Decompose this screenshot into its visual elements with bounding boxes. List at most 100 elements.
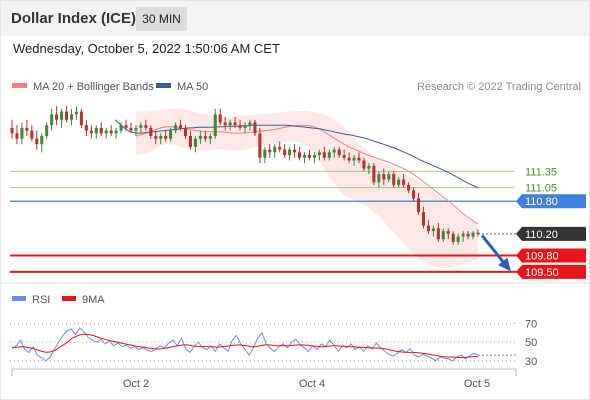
- candle-body: [69, 114, 74, 120]
- candle-body: [426, 225, 430, 232]
- candle: [119, 122, 123, 134]
- candle: [74, 106, 78, 120]
- price-tag-111.05: 111.05: [525, 183, 557, 195]
- candle-body: [327, 152, 331, 158]
- candle-body: [20, 127, 24, 139]
- candle-body: [159, 136, 163, 139]
- price-tag-110.20: 110.20: [516, 226, 586, 241]
- candle-body: [104, 130, 108, 134]
- candle: [193, 136, 197, 153]
- candle: [322, 146, 326, 161]
- candle-body: [312, 155, 316, 158]
- candle-body: [79, 111, 83, 126]
- candle-body: [392, 174, 396, 185]
- forecast-arrow-head: [498, 257, 511, 272]
- candle: [30, 125, 34, 142]
- candle: [471, 231, 475, 240]
- candle-body: [233, 122, 237, 126]
- candle-body: [35, 138, 39, 145]
- candle: [312, 152, 316, 164]
- candle-body: [203, 136, 207, 139]
- timeframe-badge[interactable]: 30 MIN: [136, 7, 187, 31]
- candle: [456, 233, 460, 245]
- candle-body: [188, 136, 193, 147]
- candle-body: [461, 233, 465, 237]
- legend-label-0: MA 20 + Bollinger Bands: [33, 81, 154, 93]
- candle-body: [183, 127, 188, 137]
- candle-body: [223, 122, 227, 126]
- candle: [134, 125, 138, 137]
- candle: [164, 130, 168, 142]
- candle-body: [238, 125, 242, 128]
- price-tag-box: [516, 194, 586, 209]
- candle: [154, 130, 158, 145]
- candle-body: [164, 136, 168, 139]
- candle-body: [15, 133, 19, 139]
- candle: [99, 122, 103, 137]
- candle: [223, 117, 227, 131]
- candle: [15, 125, 19, 145]
- candle: [317, 149, 321, 161]
- candle-body: [476, 232, 480, 234]
- candle-body: [288, 149, 292, 156]
- price-tag-text: 109.50: [525, 267, 559, 279]
- candle: [20, 122, 24, 145]
- ma20-line: [135, 124, 479, 225]
- candle: [203, 130, 207, 142]
- candle-body: [322, 152, 326, 158]
- candle: [79, 108, 83, 128]
- rsi-line: [11, 327, 479, 362]
- candle-body: [218, 114, 222, 123]
- x-tick-1: Oct 4: [299, 378, 325, 390]
- candle-body: [397, 179, 401, 185]
- candle: [273, 144, 277, 158]
- candle-body: [124, 125, 128, 128]
- candle: [40, 133, 44, 153]
- datetime-label: Wednesday, October 5, 2022 1:50:06 AM CE…: [13, 41, 280, 56]
- copyright-text: Research © 2022 Trading Central: [417, 81, 581, 93]
- price-tag-text: 110.80: [525, 196, 558, 208]
- rsi-ma-line: [11, 333, 478, 358]
- candle: [263, 146, 267, 164]
- candle-body: [144, 125, 148, 128]
- candle-body: [169, 130, 173, 139]
- candle-body: [446, 231, 450, 234]
- candle-body: [372, 165, 376, 183]
- candle: [174, 122, 178, 134]
- candle-body: [179, 125, 183, 128]
- candle: [402, 174, 406, 188]
- candle: [149, 125, 153, 139]
- candle: [426, 220, 430, 234]
- candle: [218, 108, 222, 126]
- candle: [45, 122, 49, 139]
- candle-body: [55, 114, 59, 120]
- candle: [436, 222, 440, 242]
- candle: [416, 193, 421, 215]
- candle-body: [402, 179, 406, 185]
- candle: [188, 130, 193, 150]
- bollinger-band: [135, 108, 478, 269]
- candle-body: [99, 127, 103, 134]
- candle: [114, 127, 118, 139]
- candle-body: [441, 231, 445, 240]
- candle-body: [213, 114, 217, 137]
- candle: [60, 108, 64, 128]
- candle: [412, 187, 416, 202]
- candle-body: [134, 127, 138, 131]
- candle: [50, 108, 54, 131]
- price-tag-110.80: 110.80: [516, 194, 586, 209]
- candle-body: [357, 157, 361, 161]
- rsi-legend-label-0: RSI: [32, 294, 50, 306]
- rsi-legend-swatch-0: [12, 296, 26, 301]
- candle: [179, 119, 183, 131]
- legend-swatch-1: [156, 83, 171, 88]
- candle: [238, 119, 242, 131]
- candle-body: [119, 125, 123, 131]
- candle: [89, 125, 93, 139]
- rsi-legend-swatch-1: [62, 296, 76, 301]
- candle-body: [342, 155, 346, 158]
- candle-body: [416, 198, 421, 213]
- candle: [248, 119, 252, 131]
- candle: [441, 228, 445, 242]
